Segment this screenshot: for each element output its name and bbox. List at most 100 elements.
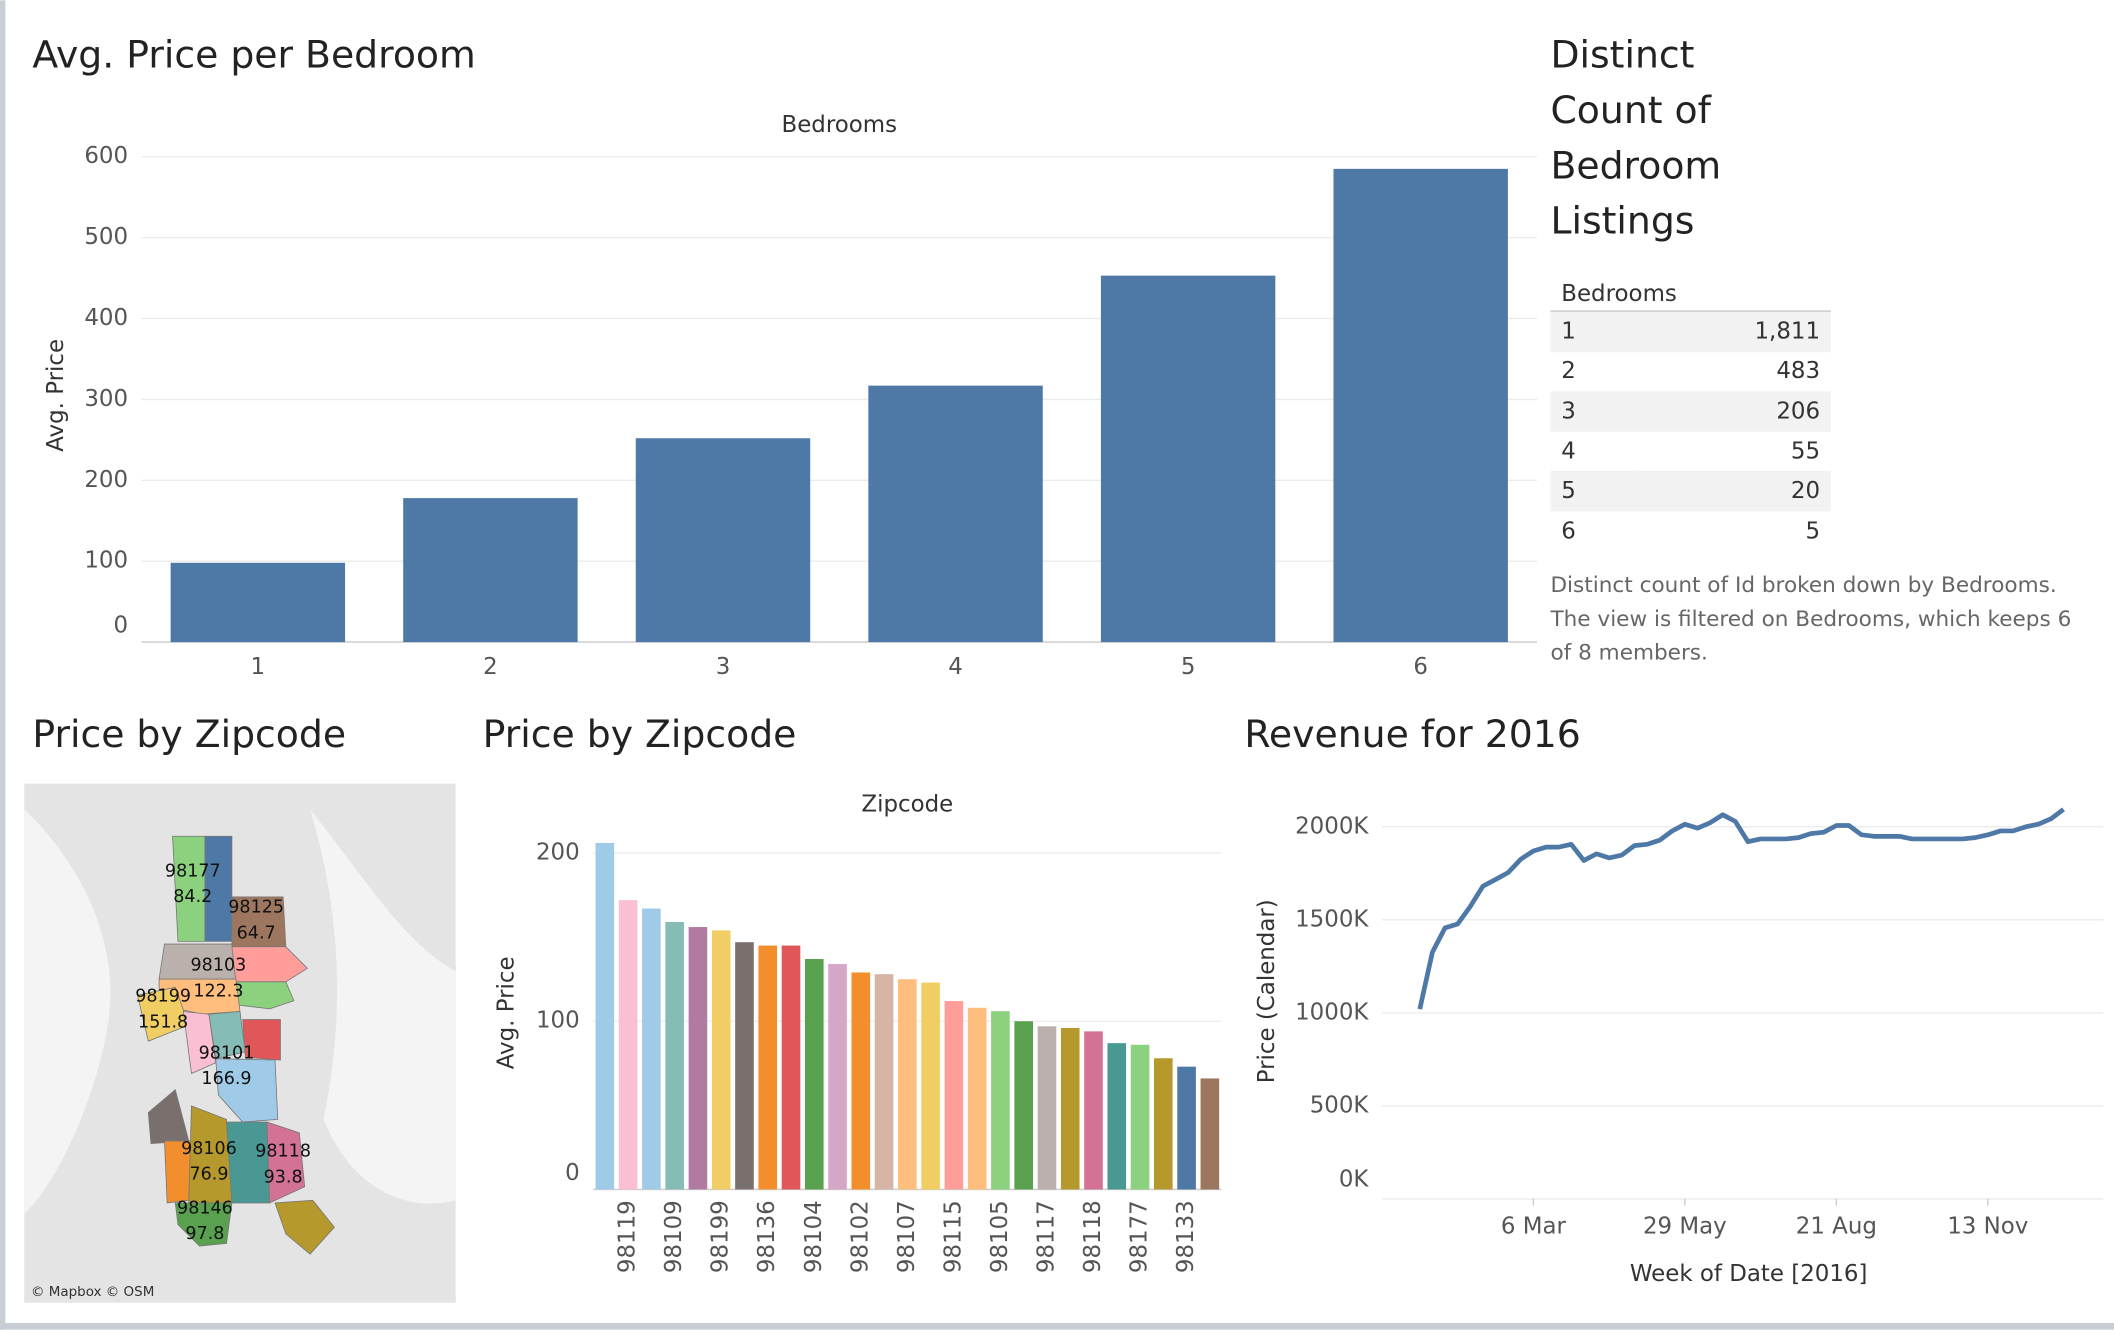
frame-bottom [0,1322,2114,1330]
line-series [1417,807,2065,1010]
bar [804,959,824,1190]
region [226,1121,271,1204]
region-name: 98146 [177,1198,233,1218]
region [174,1202,233,1247]
y-tick-label: 500K [1310,1092,1370,1118]
table-cell: 55 [1790,437,1821,465]
table: Bedrooms 1 1,811 2 483 3 206 4 55 5 20 6 5 [1550,278,1831,551]
bar [1154,1058,1173,1190]
region-value: 122.3 [193,981,243,1001]
y-tick-label: 200 [84,467,128,493]
chart-title: Price by Zipcode [483,712,797,756]
bar [595,842,615,1190]
bar [635,438,811,643]
table-row: 5 20 [1550,471,1831,512]
bar [898,979,917,1190]
bar [403,498,578,643]
y-tick-label: 1000K [1295,999,1369,1025]
bar [711,930,731,1190]
chart-title: Price by Zipcode [32,712,346,756]
x-tick-label: 98102 [847,1200,873,1273]
bar [665,922,684,1190]
x-tick-label: 98105 [987,1200,1013,1273]
bar [1130,1044,1150,1190]
bar [1100,275,1276,643]
region [274,1199,335,1255]
table-cell: 2 [1561,358,1576,386]
table-cell: 4 [1561,437,1576,465]
y-tick-label: 500 [84,224,128,250]
region-value: 166.9 [201,1069,251,1089]
region-name: 98118 [255,1142,311,1162]
region [215,1058,279,1123]
bar [618,900,638,1190]
frame-left [0,0,6,1330]
water [310,809,456,1204]
table-cell: 1 [1550,311,1633,352]
x-tick-label: 98115 [940,1200,966,1273]
x-tick-label: 98107 [894,1200,920,1273]
region-value: 151.8 [138,1012,188,1032]
bar [1037,1026,1057,1190]
bar [991,1011,1010,1190]
x-tick-label: 98117 [1033,1200,1059,1273]
x-tick-label: 6 Mar [1501,1214,1567,1240]
y-axis-label: Avg. Price [43,339,69,452]
y-axis-label: Avg. Price [493,956,519,1069]
y-axis-label: Price (Calendar) [1254,899,1280,1083]
region-value: 64.7 [237,923,276,943]
table-header: Bedrooms [1550,278,1831,312]
table-cell: 5 [1805,517,1821,545]
x-tick-label: 98104 [801,1200,827,1273]
bar [828,964,847,1190]
table-cell: 206 [1632,391,1831,432]
bar [967,1007,987,1190]
column-header: Bedrooms [781,112,897,138]
x-tick-label: 98133 [1173,1200,1199,1273]
region-name: 98177 [165,861,221,881]
water [24,809,111,1214]
region-name: 98103 [191,956,247,976]
y-tick-label: 200 [536,840,580,866]
y-tick-label: 600 [84,143,128,169]
bar [781,945,801,1190]
x-tick-label: 3 [716,654,731,680]
y-tick-label: 1500K [1295,906,1369,932]
x-tick-label: 1 [251,654,266,680]
region [231,946,309,983]
bar [735,942,754,1190]
bar [170,562,346,643]
bar [1107,1043,1127,1190]
table-caption: Distinct count of Id broken down by Bedr… [1550,571,2072,665]
map-credit: © Mapbox © OSM [31,1284,154,1300]
table-cell: 3 [1550,391,1633,432]
bar [1014,1021,1034,1190]
table-header-row: Bedrooms [1550,278,1831,312]
x-tick-label: 29 May [1643,1214,1727,1240]
bar [688,927,708,1190]
x-tick-label: 13 Nov [1947,1214,2028,1240]
y-tick-label: 400 [84,305,128,331]
x-tick-label: 98118 [1080,1200,1106,1273]
x-axis-label: Week of Date [2016] [1630,1261,1868,1287]
x-tick-label: 6 [1413,654,1428,680]
bar [1084,1031,1103,1190]
x-tick-label: 4 [948,654,963,680]
bar [851,972,871,1190]
region-name: 98125 [228,898,284,918]
table-panel: Distinct Count of Bedroom Listings Bedro… [1550,27,2114,668]
region-value: 76.9 [189,1165,228,1185]
table-cell: 1,811 [1632,311,1831,352]
table-row: 4 55 [1550,431,1830,471]
map [24,783,456,1303]
table-cell: 483 [1776,358,1821,386]
bar [874,974,894,1190]
table-container: Distinct Count of Bedroom Listings Bedro… [1550,27,2114,668]
region-value: 93.8 [264,1167,303,1187]
bar [1333,168,1508,643]
table-row: 1 1,811 [1550,311,1831,352]
table-cell: 6 [1561,517,1576,545]
